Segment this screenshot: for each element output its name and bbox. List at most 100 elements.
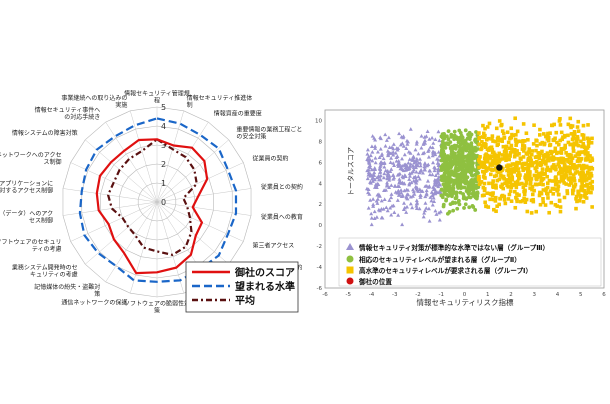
scatter-point-group3	[428, 169, 433, 173]
scatter-y-axis-label: トータルスコア	[346, 147, 355, 196]
scatter-x-tick-labels: -6 -5 -4 -3 -2 -1 0 1 2 3 4 5 6	[322, 292, 606, 298]
scatter-point-group1	[542, 141, 547, 146]
scatter-point-group3	[414, 163, 419, 167]
scatter-point-group2	[462, 179, 467, 184]
scatter-point-group1	[547, 178, 552, 183]
scatter-point-group1	[575, 170, 579, 174]
scatter-point-group1	[506, 140, 511, 145]
scatter-point-group3	[402, 205, 407, 210]
scatter-point-group3	[385, 173, 390, 178]
scatter-point-group1	[586, 123, 590, 127]
scatter-point-group1	[515, 149, 519, 153]
scatter-point-group1	[549, 123, 554, 128]
scatter-point-group1	[590, 184, 594, 189]
scatter-point-group2	[451, 208, 456, 213]
scatter-point-group1	[493, 157, 497, 161]
scatter-point-group2	[449, 172, 454, 177]
scatter-point-group3	[388, 205, 393, 210]
scatter-point-group2	[448, 140, 453, 145]
scatter-point-group1	[583, 173, 588, 178]
scatter-point-group3	[368, 173, 373, 178]
scatter-point-group3	[417, 176, 422, 181]
scatter-point-group3	[414, 156, 419, 161]
scatter-point-group1	[578, 171, 583, 176]
scatter-point-group3	[382, 188, 387, 192]
scatter-point-group1	[548, 131, 552, 135]
scatter-point-group3	[367, 164, 372, 169]
scatter-point-group1	[579, 156, 584, 161]
scatter-point-group2	[475, 191, 480, 195]
scatter-point-group1	[497, 202, 501, 207]
radar-spoke	[105, 201, 158, 283]
legend-group2-label: 相応のセキュリティレベルが望まれる層（グループⅡ）	[359, 255, 521, 264]
scatter-point-group1	[502, 177, 507, 181]
scatter-point-group1	[502, 197, 507, 202]
scatter-point-group1	[586, 151, 590, 155]
scatter-point-group1	[497, 138, 501, 143]
scatter-point-group3	[403, 162, 408, 167]
scatter-point-group3	[391, 161, 396, 165]
radar-spoke	[105, 121, 158, 203]
scatter-chart: -6 -5 -4 -3 -2 -1 0 1 2 3 4 5 6 10 8 6 4 2 0 -2 -4 -6 トータルスコ…	[315, 109, 606, 307]
scatter-point-group1	[483, 200, 487, 205]
scatter-point-group3	[384, 138, 389, 142]
scatter-point-group1	[521, 168, 525, 173]
scatter-point-group3	[414, 178, 419, 183]
scatter-point-group1	[547, 143, 552, 148]
scatter-point-group1	[524, 161, 529, 166]
scatter-point-group1	[577, 163, 582, 168]
scatter-point-group3	[432, 186, 437, 191]
scatter-point-group1	[490, 137, 494, 141]
scatter-point-group1	[495, 143, 500, 148]
scatter-point-group3	[436, 210, 441, 215]
scatter-point-group1	[568, 166, 572, 170]
scatter-point-group1	[482, 175, 487, 180]
scatter-point-group1	[513, 151, 517, 155]
scatter-point-group3	[372, 165, 377, 170]
scatter-point-group1	[544, 134, 548, 139]
scatter-point-group1	[532, 173, 537, 178]
scatter-point-group1	[581, 170, 585, 175]
scatter-point-group1	[557, 159, 561, 164]
scatter-point-group3	[385, 168, 390, 173]
scatter-point-group1	[548, 189, 553, 194]
scatter-x-tick-label: -1	[439, 292, 444, 298]
scatter-point-group1	[550, 179, 555, 183]
scatter-point-group1	[525, 152, 530, 156]
scatter-point-group1	[553, 175, 558, 180]
scatter-point-group1	[484, 137, 489, 142]
scatter-point-group2	[443, 145, 448, 150]
scatter-point-group1	[537, 156, 542, 161]
scatter-point-group3	[418, 195, 423, 199]
scatter-point-group3	[386, 153, 391, 158]
scatter-point-group1	[483, 145, 488, 150]
radar-chart: 0 1 2 3 4 5 情報セキュリティ管理規程 情報セキュリティ推進体制情報資産の重要度重…	[0, 90, 303, 315]
scatter-point-group1	[492, 207, 496, 212]
scatter-point-group3	[373, 160, 378, 165]
scatter-point-group3	[366, 187, 371, 191]
scatter-point-group1	[575, 165, 579, 170]
scatter-point-group2	[467, 162, 472, 167]
scatter-point-group1	[541, 188, 546, 192]
scatter-point-group3	[370, 179, 375, 183]
scatter-point-group1	[504, 148, 508, 153]
scatter-point-group1	[479, 146, 484, 150]
scatter-point-group3	[430, 172, 435, 177]
scatter-point-group1	[518, 156, 523, 160]
scatter-point-group1	[521, 198, 525, 203]
scatter-point-group1	[550, 150, 554, 154]
scatter-point-group1	[576, 156, 581, 161]
scatter-point-group1	[538, 160, 543, 165]
scatter-point-group3	[430, 153, 435, 158]
scatter-point-group1	[501, 174, 506, 179]
scatter-point-group3	[433, 189, 438, 194]
scatter-point-group1	[522, 146, 527, 150]
scatter-point-group1	[542, 132, 546, 136]
scatter-point-group2	[473, 195, 478, 200]
scatter-point-group1	[508, 180, 513, 184]
scatter-x-tick-label: -3	[392, 292, 398, 298]
scatter-point-group1	[581, 166, 585, 171]
scatter-point-group3	[408, 162, 413, 166]
scatter-point-group1	[541, 172, 545, 176]
scatter-point-group3	[378, 135, 383, 140]
